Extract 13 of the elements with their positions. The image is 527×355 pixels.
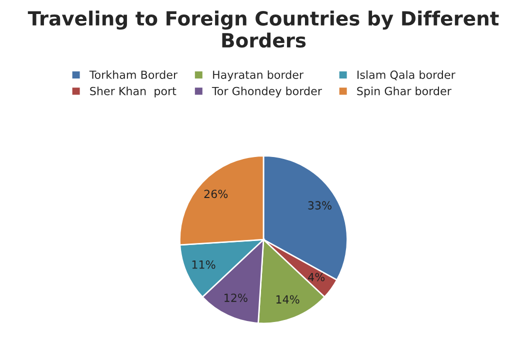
data-label: 33% <box>308 201 332 210</box>
legend-label: Spin Ghar border <box>357 86 452 98</box>
legend-label: Sher Khan port <box>90 86 176 98</box>
legend-label: Hayratan border <box>213 70 304 82</box>
data-label: 26% <box>204 190 228 198</box>
data-label: 14% <box>276 295 300 304</box>
legend-label: Tor Ghondey border <box>212 86 322 98</box>
chart-title: Traveling to Foreign Countries by Different Borders <box>28 10 499 48</box>
legend-label: Islam Qala border <box>357 70 456 80</box>
legend-label: Torkham Border <box>89 70 178 79</box>
data-label: 12% <box>224 294 248 302</box>
data-label: 11% <box>192 260 216 269</box>
data-label: 4% <box>308 272 325 282</box>
